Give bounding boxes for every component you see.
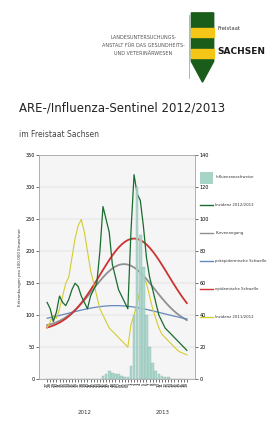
Text: ARE-/Influenza-Sentinel 2012/2013: ARE-/Influenza-Sentinel 2012/2013 [19, 102, 225, 115]
Polygon shape [191, 49, 214, 58]
Bar [133, 315, 135, 379]
Bar [111, 373, 114, 379]
Bar [148, 347, 151, 379]
Bar [151, 363, 154, 379]
Bar [102, 376, 104, 379]
Bar [136, 187, 139, 379]
Bar [127, 378, 129, 379]
Polygon shape [191, 28, 214, 37]
Bar [123, 378, 126, 379]
Bar [139, 235, 142, 379]
Text: SACHSEN: SACHSEN [218, 47, 266, 56]
Bar [145, 315, 148, 379]
Text: im Freistaat Sachsen: im Freistaat Sachsen [19, 130, 99, 139]
Text: Freistaat: Freistaat [218, 26, 241, 31]
Bar [142, 267, 145, 379]
Bar [114, 374, 117, 379]
Text: LANDESUNTERSUCHUNGS-
ANSTALT FÜR DAS GESUNDHEITS-
UND VETERINÄRWESEN: LANDESUNTERSUCHUNGS- ANSTALT FÜR DAS GES… [102, 35, 185, 56]
Bar [105, 374, 108, 379]
Bar [130, 366, 132, 379]
Bar [108, 371, 111, 379]
Bar [155, 371, 157, 379]
Bar [164, 378, 166, 379]
Bar [161, 376, 163, 379]
Bar [120, 376, 123, 379]
Bar [117, 374, 120, 379]
Polygon shape [191, 13, 214, 82]
Bar [167, 378, 169, 379]
Bar [158, 374, 160, 379]
